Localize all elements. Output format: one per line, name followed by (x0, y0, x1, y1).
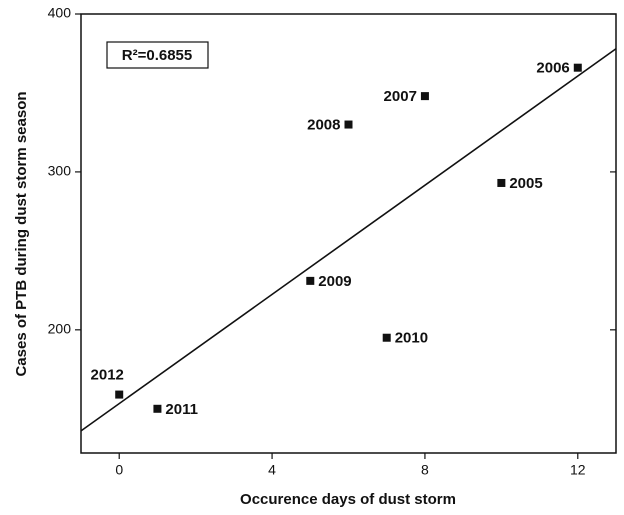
y-tick-label: 300 (48, 163, 72, 179)
y-tick-label: 400 (48, 5, 72, 21)
plot-frame (80, 13, 617, 454)
point (115, 390, 124, 399)
point-label: 2011 (165, 401, 198, 418)
x-tick-label: 0 (115, 462, 123, 478)
x-tick-label: 4 (268, 462, 276, 478)
fit-line (80, 48, 617, 432)
annotation: R²=0.6855 (122, 47, 192, 64)
point (382, 333, 391, 342)
x-tick-label: 8 (421, 462, 429, 478)
point-label: 2008 (307, 117, 340, 134)
point (420, 92, 429, 101)
x-axis-label: Occurence days of dust storm (240, 491, 456, 508)
point-label: 2009 (318, 273, 351, 290)
point (306, 276, 315, 285)
point (573, 63, 582, 72)
point-label: 2007 (384, 88, 417, 105)
y-axis-label: Cases of PTB during dust storm season (13, 91, 30, 376)
annotation-box (106, 41, 209, 69)
y-tick-label: 200 (48, 321, 72, 337)
point (344, 120, 353, 129)
point-label: 2010 (395, 330, 428, 347)
point (497, 178, 506, 187)
point-label: 2012 (91, 367, 124, 384)
x-tick-label: 12 (570, 462, 586, 478)
point-label: 2005 (509, 175, 542, 192)
point (153, 404, 162, 413)
point-label: 2006 (536, 60, 569, 77)
